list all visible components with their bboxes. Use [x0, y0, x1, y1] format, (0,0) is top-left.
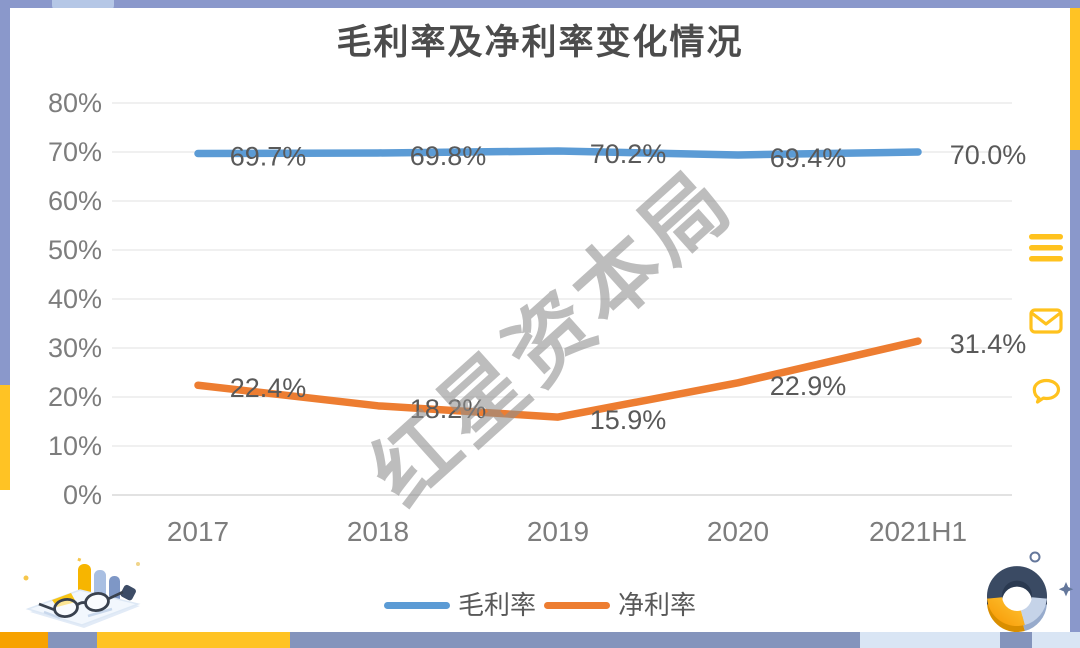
frame-bottom-strip: [97, 632, 290, 648]
frame-left-strip-blue: [0, 8, 10, 385]
frame-bottom-strip: [48, 632, 97, 648]
frame-top-strip: [0, 0, 1080, 8]
donut-dark-segment: [987, 566, 1047, 599]
frame-bottom-strip: [1000, 632, 1032, 648]
frame-right-strip-yellow: [1070, 8, 1080, 150]
mini-bar-dark: [120, 584, 136, 601]
side-icon-bar: [1026, 232, 1066, 406]
menu-icon[interactable]: [1028, 232, 1064, 264]
donut-light-segment: [1020, 597, 1047, 625]
glasses: [38, 590, 124, 618]
deco-ring: [1029, 551, 1041, 563]
frame-bottom-strip: [290, 632, 860, 648]
frame-bottom-strip: [1032, 632, 1080, 648]
comment-icon[interactable]: [1030, 378, 1062, 406]
mail-icon[interactable]: [1029, 308, 1063, 334]
chart-title: 毛利率及净利率变化情况: [336, 23, 744, 62]
donut-orange-segment: [987, 597, 1025, 627]
donut-chart-illustration: [987, 551, 1074, 633]
frame-bottom-strip: [0, 632, 48, 648]
deco-sparkle: [1058, 582, 1074, 597]
frame-left-strip-yellow: [0, 385, 10, 490]
frame-right-strip-blue: [1070, 150, 1080, 632]
legend-swatch-net-margin: [544, 601, 610, 609]
chart-legend: 毛利率 净利率: [0, 592, 1080, 618]
report-glasses-illustration: [23, 557, 141, 628]
mini-bar-yellow: [78, 564, 91, 598]
chart-card: [10, 8, 1070, 632]
legend-label-net-margin: 净利率: [618, 590, 697, 620]
frame-bottom-strip: [860, 632, 1000, 648]
legend-swatch-gross-margin: [383, 601, 450, 609]
legend-label-gross-margin: 毛利率: [457, 590, 536, 620]
